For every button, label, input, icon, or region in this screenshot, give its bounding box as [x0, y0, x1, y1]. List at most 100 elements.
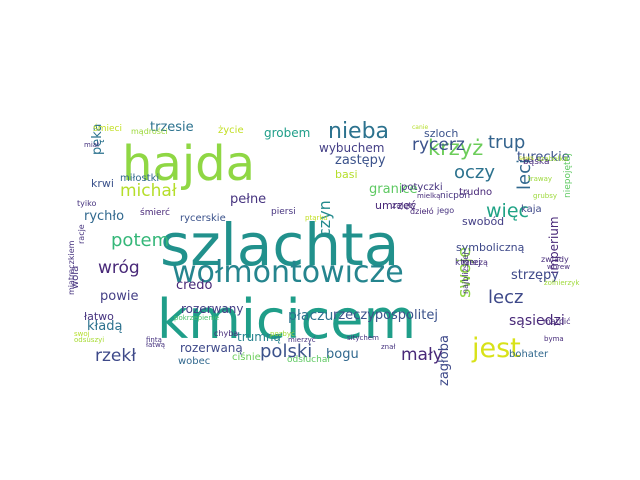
cloud-word: rycerz [412, 135, 465, 155]
cloud-word: kładą [87, 319, 122, 334]
cloud-word: piersi [271, 207, 296, 217]
cloud-word: leci [514, 159, 535, 190]
cloud-word: zastępy [335, 153, 386, 168]
cloud-word: pęka [90, 123, 105, 155]
word-group: szlachta kmicicem hajda wołmontowicze jest ni… [67, 119, 580, 386]
cloud-word: krwi [91, 177, 114, 190]
cloud-word: potem [111, 230, 169, 251]
cloud-word: płaczu [288, 308, 333, 324]
cloud-word: wołmontowicze [172, 255, 404, 290]
cloud-word: tureckie [517, 150, 570, 165]
cloud-word: mielką [417, 192, 440, 200]
cloud-word: pokrzepienie [174, 314, 219, 322]
cloud-word: mądrości [131, 126, 168, 136]
cloud-word: ciśnie [232, 351, 261, 363]
cloud-word: grubsy [533, 192, 557, 200]
cloud-word: imperium [547, 216, 561, 274]
cloud-word: rycerskie [180, 213, 226, 224]
cloud-word: ptąrku [305, 214, 328, 222]
cloud-word: trumną [237, 330, 281, 344]
cloud-word: symboliczną [456, 241, 525, 254]
cloud-word: dziełó [410, 206, 434, 216]
cloud-word: śmierć [140, 207, 170, 218]
cloud-word: strzępy [511, 268, 559, 283]
cloud-word: sąsiedzi [509, 313, 565, 329]
cloud-word: jest [471, 333, 521, 364]
cloud-word: łatwo [84, 310, 114, 323]
cloud-word: nieba [328, 119, 389, 144]
cloud-word: której [455, 257, 481, 268]
cloud-word: traway [528, 175, 552, 183]
cloud-word: życie [218, 125, 244, 136]
cloud-word: miłostki [120, 173, 159, 184]
cloud-word: racje [77, 224, 86, 244]
cloud-word: rzekł [95, 346, 136, 366]
cloud-word: umrzeć [375, 199, 416, 212]
cloud-word: polski [260, 341, 312, 362]
cloud-word: rzeczą [462, 258, 488, 267]
cloud-word: bąśka [523, 156, 550, 167]
cloud-word: jego [436, 206, 454, 215]
cloud-word: swoj [74, 330, 90, 338]
cloud-word: zwiady [541, 255, 569, 264]
cloud-word: kmicicem [157, 288, 416, 351]
cloud-word: krzyż [428, 136, 483, 160]
cloud-word: wybuchem [319, 141, 384, 155]
cloud-word: fintą [146, 336, 162, 344]
cloud-word: odsłuchał [287, 355, 330, 365]
cloud-word: byma [544, 335, 564, 343]
cloud-word: szabołka [537, 155, 568, 163]
cloud-word: odsuszyi [74, 336, 104, 344]
cloud-word: swobód [462, 215, 504, 228]
cloud-word: lecz [488, 287, 523, 308]
cloud-word: rozerwany [181, 302, 244, 316]
cloud-word: basi [335, 168, 358, 181]
cloud-word: kaja [521, 204, 542, 215]
cloud-word: najbliższej [461, 253, 470, 294]
cloud-word: hajda [122, 136, 255, 192]
cloud-word: swoje [454, 247, 475, 298]
cloud-word: bogu [326, 347, 359, 362]
cloud-word: zagłoba [437, 335, 452, 386]
cloud-word: miał [84, 141, 99, 149]
cloud-word: trup [488, 132, 525, 153]
cloud-word: chyba [214, 329, 238, 338]
cloud-word: wróg [98, 258, 140, 278]
cloud-word: oczy [454, 162, 495, 183]
cloud-word: sews [519, 155, 534, 162]
cloud-word: credo [176, 278, 212, 293]
cloud-word: trudno [459, 187, 492, 198]
cloud-word: bohater [509, 349, 549, 360]
cloud-word: szloch [424, 127, 458, 140]
cloud-word: rychło [84, 209, 124, 224]
cloud-word: mierzyć [288, 336, 316, 344]
cloud-word: więc [486, 200, 529, 222]
cloud-word: znał [381, 343, 395, 351]
cloud-word: nicpoń [440, 191, 470, 201]
cloud-word: grobem [264, 126, 310, 140]
cloud-word: żołnierzyk [544, 279, 580, 287]
cloud-word: mały [401, 345, 443, 365]
cloud-word: sitychem [347, 334, 379, 342]
cloud-word: szlachta [160, 211, 399, 279]
cloud-word: miatraczkiem [67, 240, 76, 295]
cloud-word: śmieci [93, 123, 122, 134]
cloud-word: wola [70, 266, 81, 289]
cloud-word: pozbyć [270, 330, 295, 338]
cloud-word: granice [369, 182, 418, 197]
cloud-word: potyczki [401, 182, 443, 193]
cloud-word: mątpić [543, 316, 571, 326]
cloud-word: pełne [230, 192, 266, 207]
cloud-word: wobec [178, 356, 210, 367]
cloud-word: zajęty [392, 201, 416, 210]
cloud-word: powie [100, 289, 138, 304]
cloud-word: wbrew [547, 263, 570, 271]
cloud-word: michał [120, 181, 177, 201]
cloud-word: czyn [315, 200, 334, 237]
cloud-word: rozerwaną [180, 341, 243, 355]
cloud-word: rzeczypospolitej [333, 308, 438, 323]
cloud-word: tyiko [77, 199, 96, 208]
cloud-word: niepojętej [563, 153, 573, 198]
